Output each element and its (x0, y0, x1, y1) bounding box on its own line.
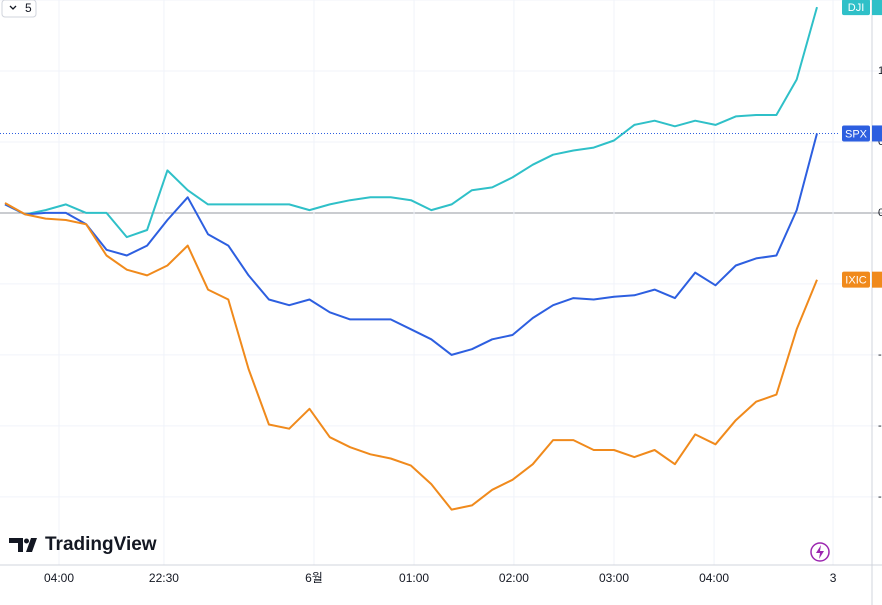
series-line (4, 133, 818, 356)
legend-label: SPX (845, 128, 868, 140)
brand-text: TradingView (45, 534, 157, 555)
series-line (4, 6, 818, 239)
y-tick-label: -2 (878, 491, 882, 503)
x-tick-label: 04:00 (699, 571, 729, 585)
status-bolt (816, 545, 824, 559)
x-tick-label: 04:00 (44, 571, 74, 585)
brand-logo: TradingView (9, 534, 157, 555)
series-tag-tail (872, 125, 882, 142)
series-tag-tail (872, 0, 882, 16)
x-tick-label: 03:00 (599, 571, 629, 585)
interval-button[interactable]: 5 (1, 0, 37, 18)
x-tick-label: 22:30 (149, 571, 179, 585)
x-tick-label: 02:00 (499, 571, 529, 585)
y-tick-label: 1 (878, 65, 882, 77)
x-tick-label: 6월 (305, 571, 323, 585)
interval-label: 5 (25, 1, 32, 15)
y-tick-label: 0.5 (878, 136, 882, 148)
series-tag-tail (872, 271, 882, 288)
legend-label: IXIC (845, 275, 866, 287)
x-tick-label: 01:00 (399, 571, 429, 585)
x-tick-label: 3 (830, 571, 837, 585)
legend-label: DJI (848, 2, 865, 14)
y-tick-label: 0 (878, 207, 882, 219)
y-tick-label: -1 (878, 349, 882, 361)
series-tag (842, 271, 870, 288)
y-tick-label: -1.5 (878, 420, 882, 432)
series-tag (842, 125, 870, 142)
series-line (4, 202, 818, 511)
series-tag (842, 0, 870, 16)
